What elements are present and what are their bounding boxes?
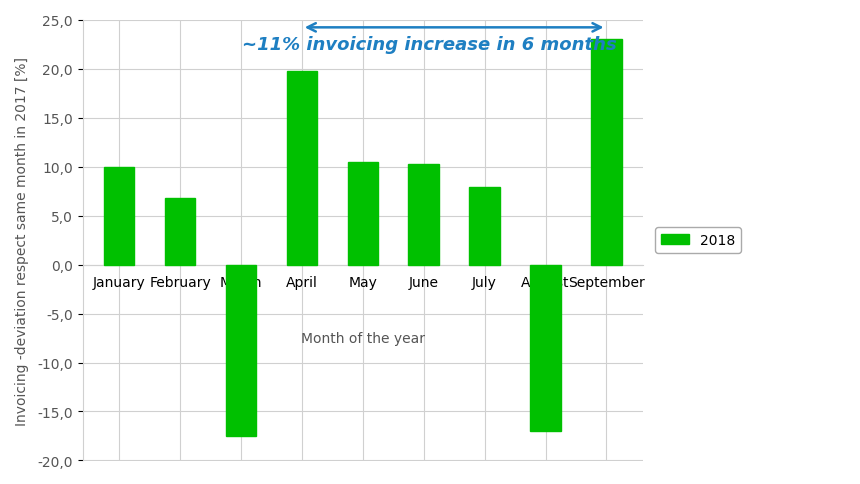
Bar (165, 198, 195, 265)
Text: ~11% invoicing increase in 6 months: ~11% invoicing increase in 6 months (243, 36, 617, 54)
Bar (408, 164, 439, 265)
Bar (286, 72, 317, 265)
Bar (531, 265, 561, 431)
Bar (591, 40, 622, 265)
Bar (347, 162, 378, 265)
Bar (226, 265, 256, 436)
Y-axis label: Invoicing -deviation respect same month in 2017 [%]: Invoicing -deviation respect same month … (15, 56, 29, 424)
Bar (470, 188, 500, 265)
X-axis label: Month of the year: Month of the year (301, 331, 425, 345)
Legend: 2018: 2018 (655, 228, 740, 253)
Bar (104, 167, 134, 265)
